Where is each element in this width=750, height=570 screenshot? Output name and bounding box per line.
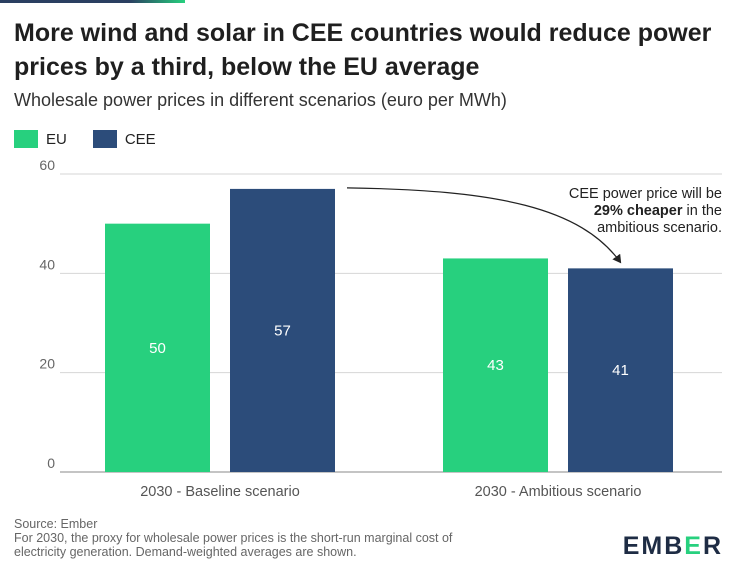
chart-title: More wind and solar in CEE countries wou… [14,19,712,81]
legend-item-eu: EU [14,130,67,148]
y-tick-label: 0 [47,455,55,471]
annotation-segment: in the [683,203,723,219]
legend-item-cee: CEE [92,130,156,148]
annotation-highlight: 29% cheaper [594,203,683,219]
footnote: Source: Ember For 2030, the proxy for wh… [14,517,574,559]
bar-eu-ambitious [443,258,548,472]
note-text-line-2: electricity generation. Demand-weighted … [14,545,357,559]
annotation-text-line: 29% cheaper in the [594,203,722,219]
x-tick-label: 2030 - Baseline scenario [140,484,300,500]
x-tick-label: 2030 - Ambitious scenario [475,484,642,500]
logo-text-c: R [702,532,723,560]
bar-cee-ambitious [568,268,673,472]
legend-label-cee: CEE [124,130,156,148]
bar-value-label: 43 [487,357,504,374]
y-tick-label: 60 [39,157,55,173]
legend: EU CEE [14,130,156,148]
note-text-line-1: For 2030, the proxy for wholesale power … [14,531,453,545]
legend-swatch-cee [92,130,117,148]
bar-chart: 0 20 40 60 50 57 2030 - Baseline scenario 43 41 2… [39,157,722,500]
top-accent-stripe [0,0,185,3]
y-tick-label: 20 [39,356,55,372]
source-text: Source: Ember [14,517,98,531]
chart-subtitle: Wholesale power prices in different scen… [14,90,507,110]
annotation-text-line: ambitious scenario. [597,220,722,236]
bar-cee-baseline [230,188,335,472]
logo-text-a: EMB [622,532,685,560]
y-tick-label: 40 [39,256,55,272]
annotation-arrow [346,187,622,264]
ember-logo: EMBER [623,532,723,561]
bar-value-label: 57 [274,322,291,339]
bar-value-label: 50 [149,340,166,357]
bar-eu-baseline [105,223,210,472]
legend-label-eu: EU [46,130,67,148]
logo-text-b: E [684,532,703,560]
annotation-segment: CEE power price will be [569,186,722,202]
bar-value-label: 41 [612,362,629,379]
annotation-segment: ambitious scenario. [597,220,722,236]
annotation-text-line: CEE power price will be [569,186,722,202]
legend-swatch-eu [14,130,38,148]
